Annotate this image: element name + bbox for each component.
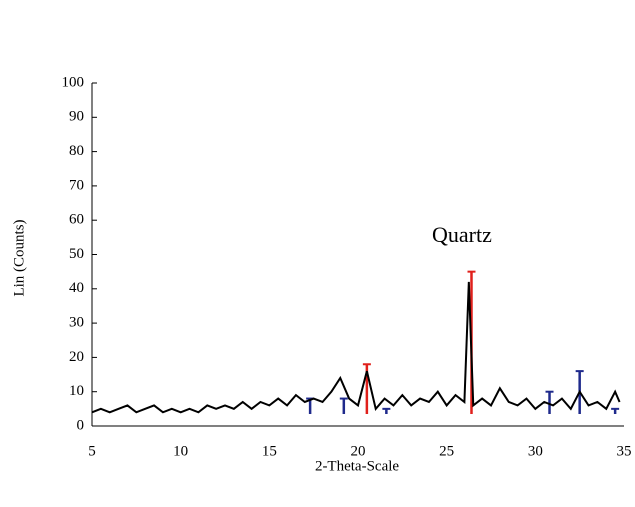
x-tick-label: 15	[262, 443, 277, 459]
y-tick-label: 100	[62, 74, 85, 90]
data-line	[91, 281, 621, 414]
y-tick-label: 10	[69, 383, 84, 399]
annotation: Quartz	[432, 222, 492, 247]
y-axis-title: Lin (Counts)	[11, 219, 27, 296]
x-tick-label: 5	[88, 443, 96, 459]
x-tick-label: 30	[528, 443, 543, 459]
y-tick-label: 60	[69, 212, 84, 228]
y-tick-label: 20	[69, 349, 84, 365]
x-axis-title: 2-Theta-Scale	[315, 458, 399, 474]
y-tick-label: 70	[69, 177, 84, 193]
y-tick-label: 80	[69, 143, 84, 159]
y-tick-label: 30	[69, 315, 84, 331]
x-tick-label: 20	[351, 443, 366, 459]
x-tick-label: 35	[617, 443, 632, 459]
y-tick-label: 0	[77, 417, 85, 433]
x-tick-label: 10	[173, 443, 188, 459]
y-tick-label: 50	[69, 246, 84, 262]
y-tick-label: 90	[69, 109, 84, 125]
x-tick-label: 25	[439, 443, 454, 459]
y-tick-label: 40	[69, 280, 84, 296]
